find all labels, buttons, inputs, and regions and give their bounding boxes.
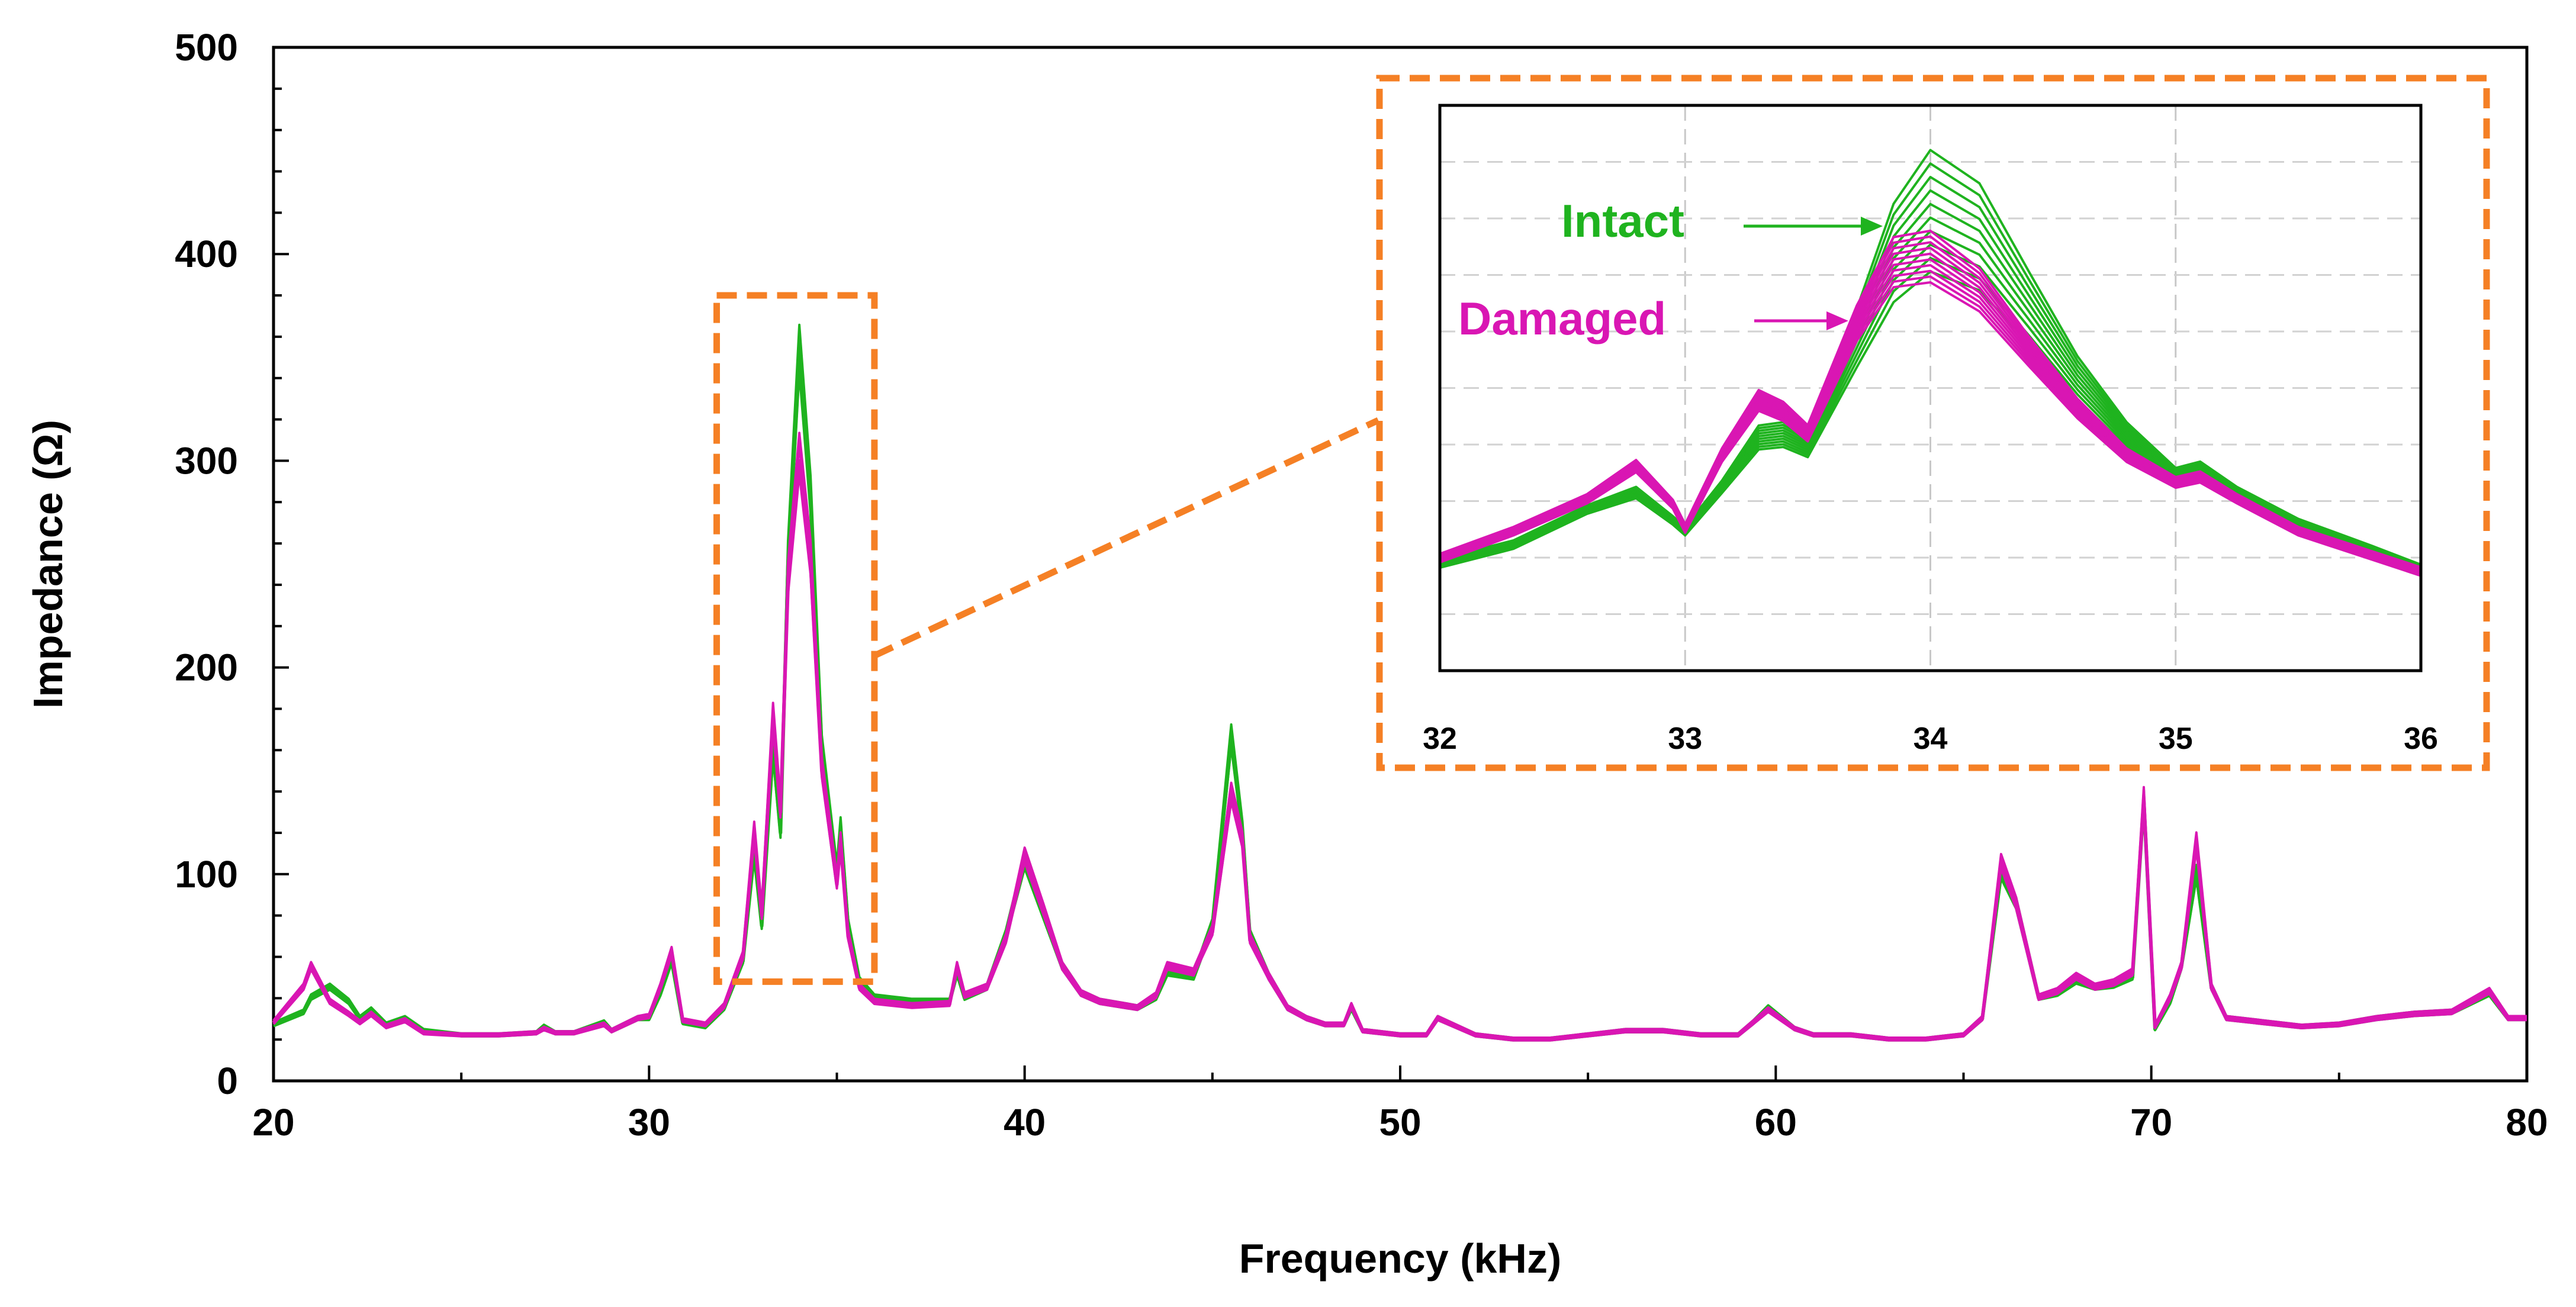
inset-plot-frame: [1438, 104, 2423, 672]
y-axis-title: Impedance (Ω): [25, 420, 71, 709]
inset-x-axis-ticks: 32 33 34 35 36: [1423, 722, 2438, 756]
inset-series-line-intact: [1439, 149, 2421, 566]
y-tick-label: 0: [217, 1060, 238, 1102]
y-tick-label: 200: [175, 646, 238, 689]
zoom-connector-line: [873, 417, 1380, 659]
damaged-label: Damaged: [1458, 292, 1666, 345]
inset-series-group: [1439, 149, 2421, 577]
inset-x-tick-label: 35: [2159, 722, 2193, 756]
damaged-arrow-head: [1826, 311, 1848, 330]
series-line-damaged: [272, 472, 2527, 1042]
inset-x-tick-label: 33: [1668, 722, 1702, 756]
series-line-damaged: [272, 432, 2527, 1039]
y-tick-label: 100: [175, 853, 238, 896]
inset-outer-box: [1376, 75, 2490, 771]
zoom-highlight-box: [713, 292, 878, 985]
y-axis-ticks: 0 100 200 300 400 500: [175, 26, 289, 1102]
x-axis-ticks: 20 30 40 50 60 70 80: [252, 1065, 2548, 1144]
y-tick-label: 300: [175, 439, 238, 482]
x-tick-label: 70: [2130, 1101, 2172, 1144]
x-tick-label: 40: [1004, 1101, 1046, 1144]
intact-arrow-head: [1861, 217, 1883, 236]
x-tick-label: 80: [2506, 1101, 2548, 1144]
x-tick-label: 50: [1379, 1101, 1421, 1144]
main-series-group: [272, 323, 2527, 1042]
x-tick-label: 60: [1755, 1101, 1797, 1144]
inset-series-line-damaged: [1439, 229, 2421, 569]
inset-x-tick-label: 32: [1423, 722, 1457, 756]
intact-label: Intact: [1561, 195, 1684, 247]
inset-x-tick-label: 36: [2404, 722, 2438, 756]
x-tick-label: 20: [252, 1101, 294, 1144]
y-tick-label: 400: [175, 233, 238, 275]
y-tick-label: 500: [175, 26, 238, 69]
inset-x-tick-label: 34: [1913, 722, 1948, 756]
x-tick-label: 30: [628, 1101, 670, 1144]
x-axis-title: Frequency (kHz): [1239, 1235, 1562, 1282]
